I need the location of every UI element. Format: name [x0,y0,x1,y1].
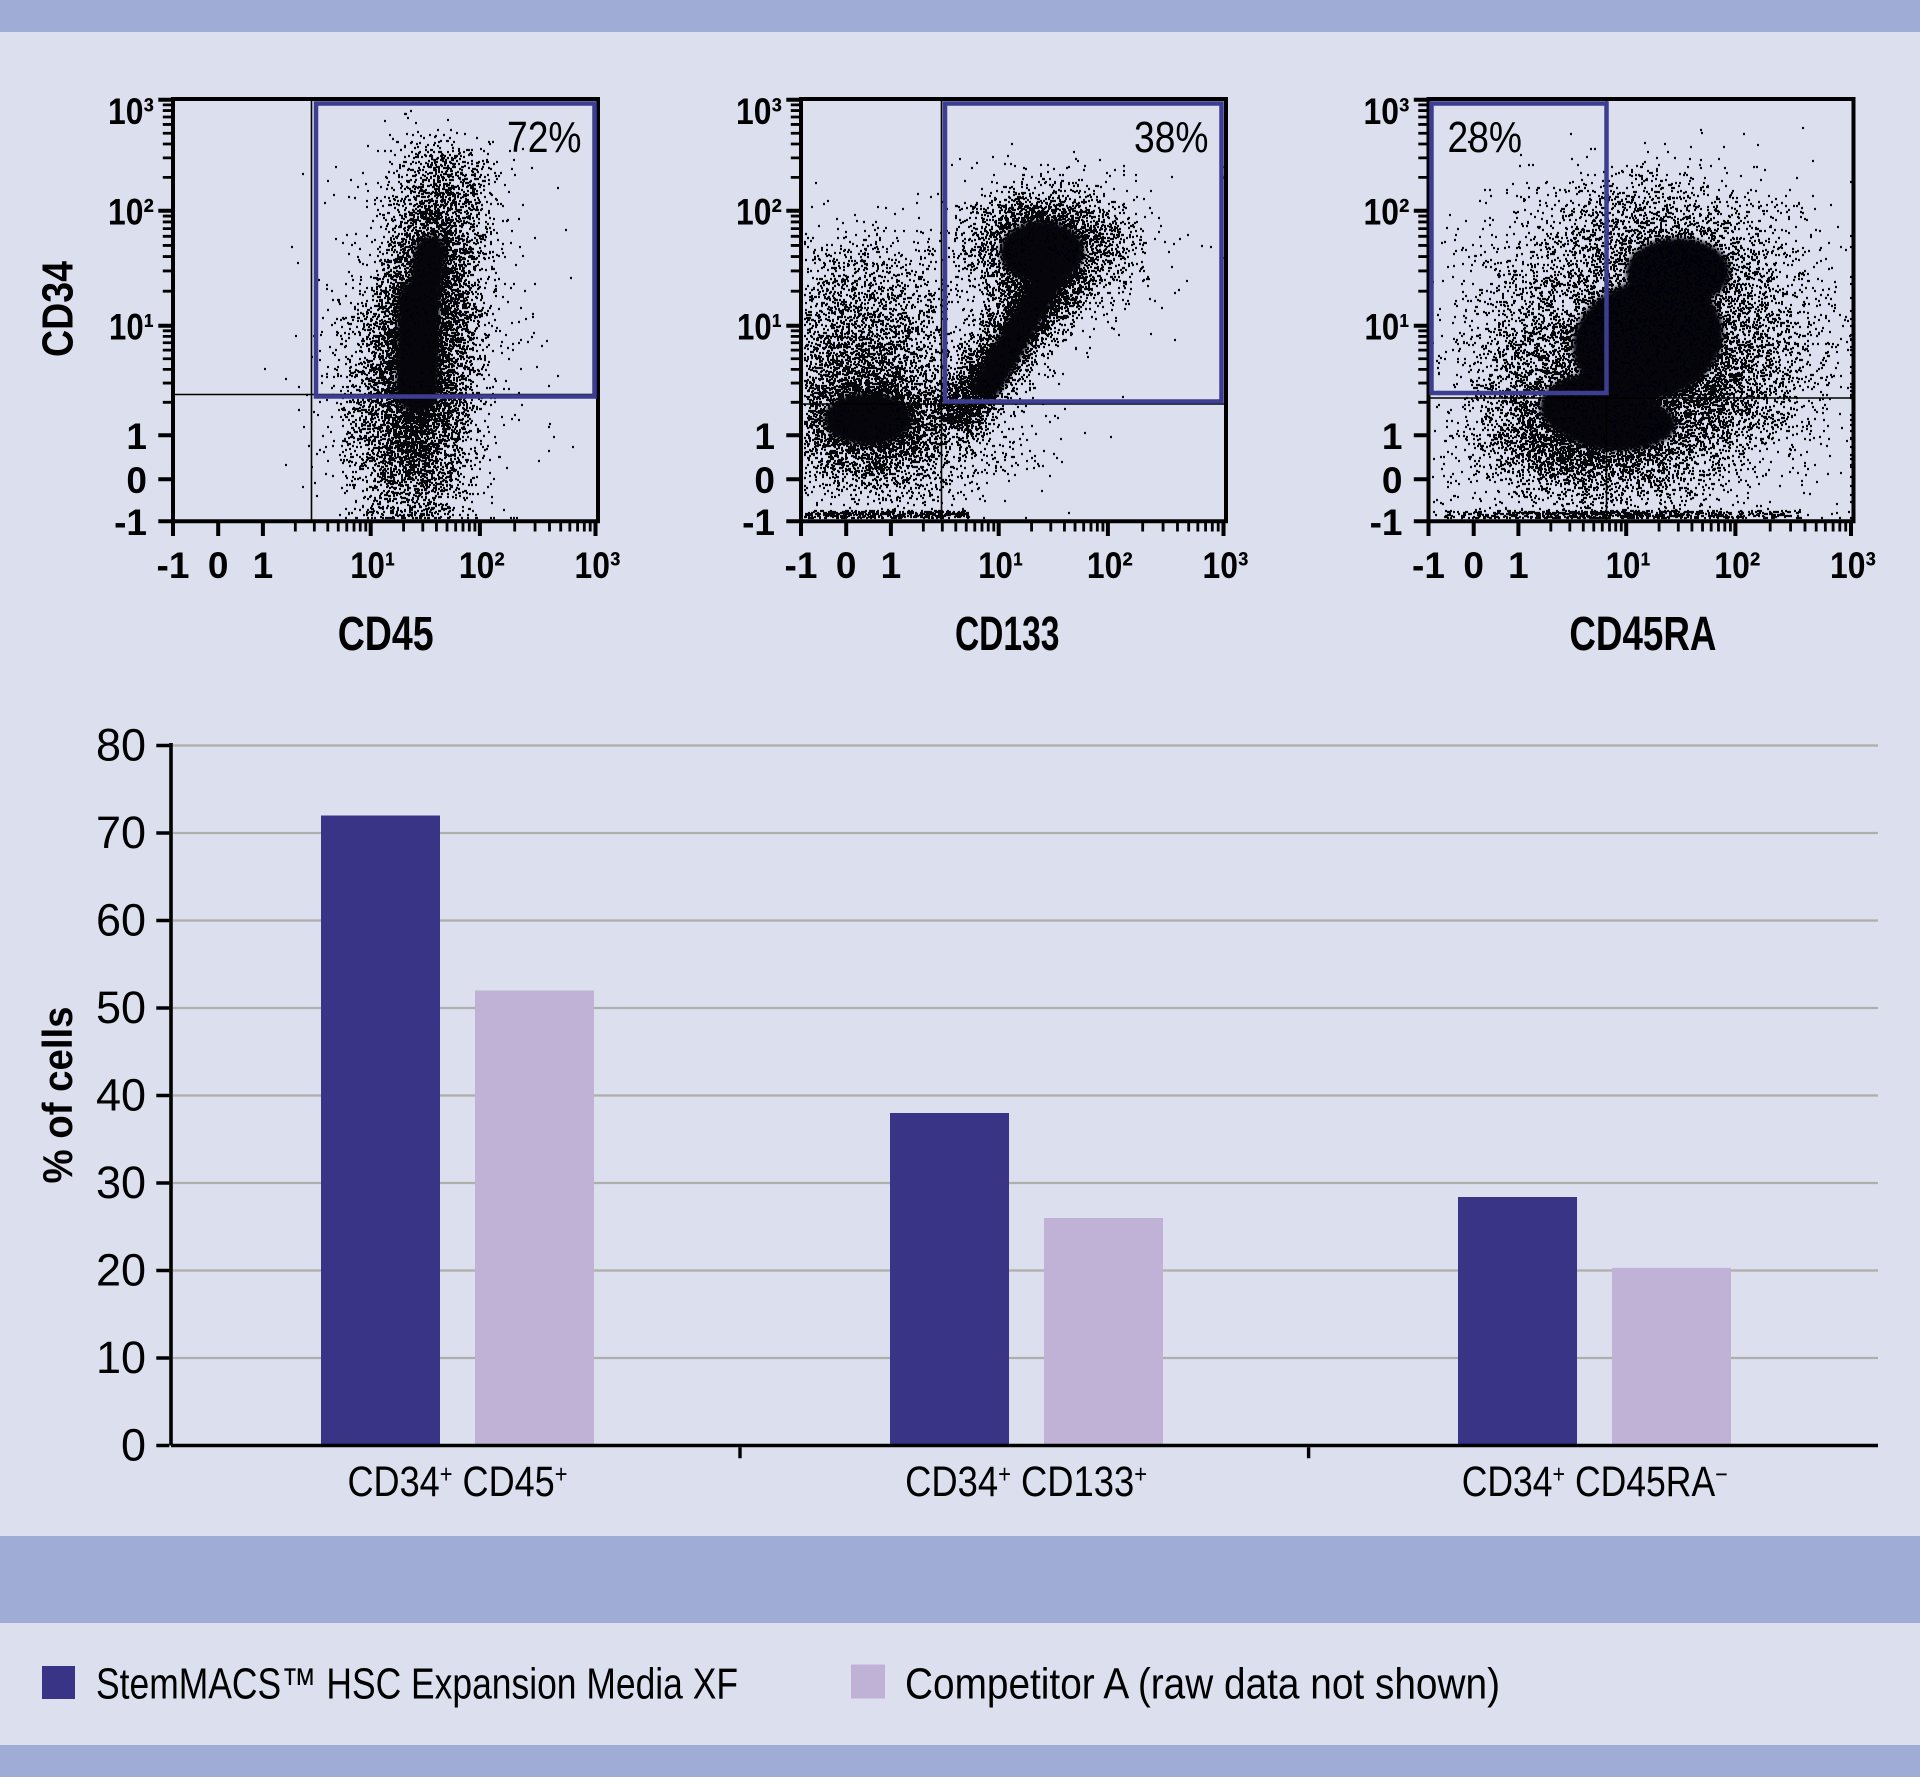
svg-text:10²: 10² [108,191,154,232]
svg-text:10¹: 10¹ [1606,545,1651,586]
svg-text:-1: -1 [1370,502,1403,543]
svg-text:CD133: CD133 [955,608,1060,661]
svg-text:10³: 10³ [736,91,782,132]
svg-text:10²: 10² [1714,545,1760,586]
svg-text:10²: 10² [459,545,505,586]
svg-text:10¹: 10¹ [978,545,1023,586]
svg-text:0: 0 [208,545,229,586]
svg-text:10³: 10³ [1203,545,1249,586]
svg-text:0: 0 [1382,460,1403,501]
svg-text:1: 1 [126,416,147,457]
svg-text:CD45: CD45 [338,608,434,661]
svg-text:10¹: 10¹ [350,545,395,586]
svg-text:10²: 10² [736,191,782,232]
svg-text:38%: 38% [1134,113,1209,162]
svg-text:CD45RA: CD45RA [1569,608,1716,661]
svg-text:70: 70 [96,807,146,858]
svg-text:1: 1 [253,545,274,586]
svg-text:StemMACS™ HSC Expansion Media: StemMACS™ HSC Expansion Media XF [96,1660,738,1709]
svg-text:1: 1 [881,545,902,586]
svg-text:10³: 10³ [108,91,154,132]
svg-text:1: 1 [1508,545,1529,586]
svg-text:28%: 28% [1448,113,1523,162]
svg-text:-1: -1 [785,545,818,586]
svg-text:0: 0 [836,545,857,586]
svg-text:60: 60 [96,895,146,946]
svg-text:CD34+​ CD45RA−​: CD34+​ CD45RA−​ [1462,1458,1728,1506]
svg-text:10³: 10³ [1364,91,1410,132]
svg-text:-1: -1 [742,502,775,543]
svg-text:CD34: CD34 [34,261,83,357]
svg-text:-1: -1 [1412,545,1445,586]
svg-text:10: 10 [96,1332,146,1383]
svg-text:10¹: 10¹ [109,306,154,347]
svg-text:10³: 10³ [575,545,621,586]
svg-text:-1: -1 [114,502,147,543]
svg-text:CD34+​ CD45+​: CD34+​ CD45+​ [348,1458,568,1506]
svg-text:50: 50 [96,982,146,1033]
svg-text:10¹: 10¹ [1365,306,1410,347]
svg-text:10²: 10² [1364,191,1410,232]
svg-text:1: 1 [1382,416,1403,457]
svg-text:-1: -1 [157,545,190,586]
svg-text:10²: 10² [1087,545,1133,586]
svg-text:10³: 10³ [1830,545,1876,586]
svg-text:20: 20 [96,1245,146,1296]
svg-text:0: 0 [121,1420,146,1471]
svg-text:0: 0 [1463,545,1484,586]
svg-text:0: 0 [126,460,147,501]
svg-text:0: 0 [754,460,775,501]
svg-text:Competitor A (raw data not sho: Competitor A (raw data not shown) [905,1660,1500,1709]
svg-text:10¹: 10¹ [737,306,782,347]
svg-text:72%: 72% [507,113,582,162]
svg-text:80: 80 [96,720,146,771]
svg-text:30: 30 [96,1157,146,1208]
svg-text:40: 40 [96,1070,146,1121]
svg-text:1: 1 [754,416,775,457]
svg-text:CD34+​ CD133+​: CD34+​ CD133+​ [905,1458,1147,1506]
svg-text:% of cells: % of cells [34,1007,81,1184]
